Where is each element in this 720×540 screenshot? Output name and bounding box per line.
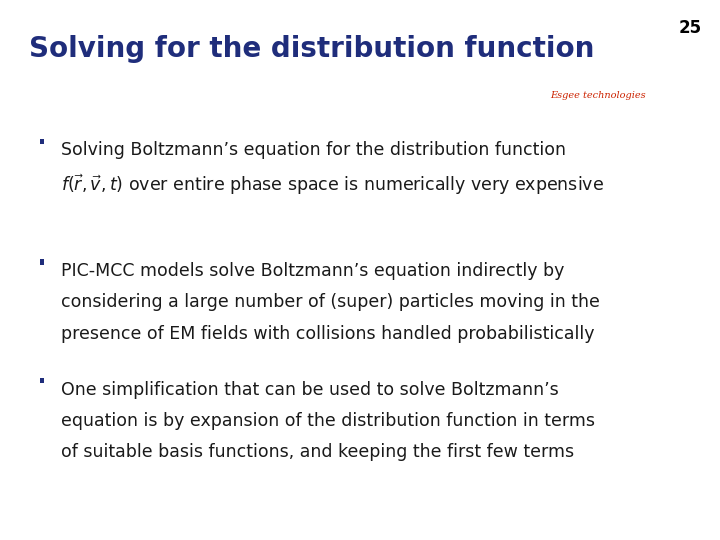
Text: presence of EM fields with collisions handled probabilistically: presence of EM fields with collisions ha… (61, 325, 595, 342)
Text: of suitable basis functions, and keeping the first few terms: of suitable basis functions, and keeping… (61, 443, 575, 461)
Text: equation is by expansion of the distribution function in terms: equation is by expansion of the distribu… (61, 412, 595, 430)
Text: 25: 25 (679, 19, 702, 37)
Text: PIC-MCC models solve Boltzmann’s equation indirectly by: PIC-MCC models solve Boltzmann’s equatio… (61, 262, 564, 280)
Text: Esgee technologies: Esgee technologies (550, 91, 645, 100)
Text: Solving Boltzmann’s equation for the distribution function: Solving Boltzmann’s equation for the dis… (61, 141, 566, 159)
Text: $f(\vec{r}, \vec{v}, t)$ over entire phase space is numerically very expensive: $f(\vec{r}, \vec{v}, t)$ over entire pha… (61, 173, 604, 198)
Text: considering a large number of (super) particles moving in the: considering a large number of (super) pa… (61, 293, 600, 311)
Text: Solving for the distribution function: Solving for the distribution function (29, 35, 594, 63)
Text: One simplification that can be used to solve Boltzmann’s: One simplification that can be used to s… (61, 381, 559, 399)
